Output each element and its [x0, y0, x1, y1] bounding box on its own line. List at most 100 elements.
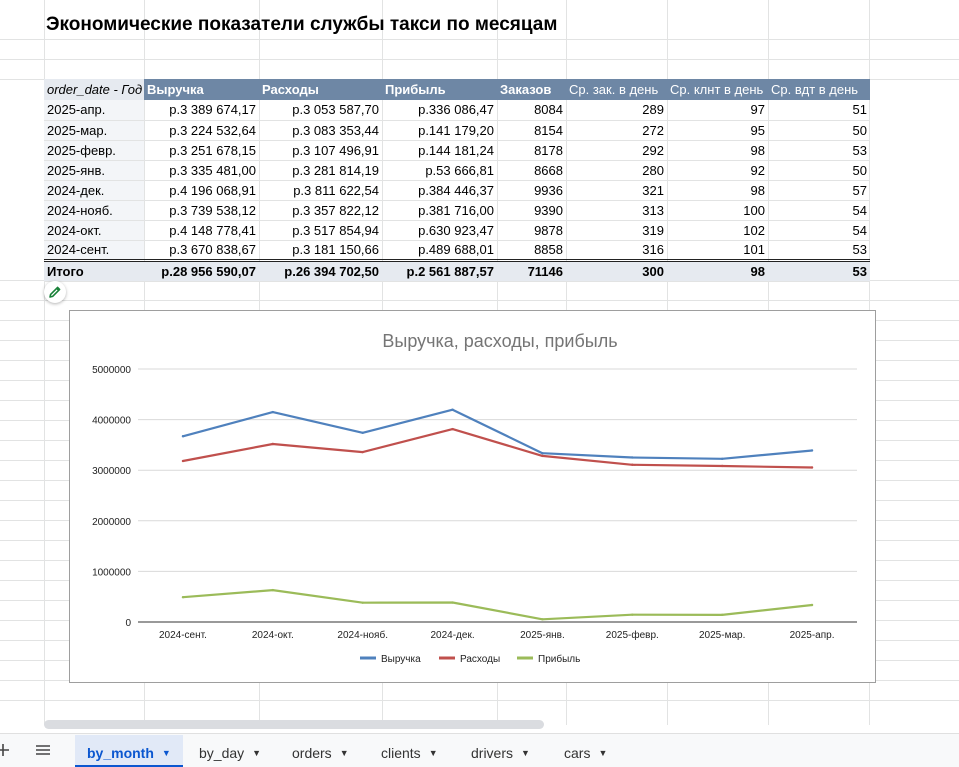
total-cell[interactable]: 71146 [497, 258, 566, 282]
total-cell[interactable]: р.26 394 702,50 [259, 258, 382, 282]
pivot-header-order-date[interactable]: order_date - Год [44, 79, 144, 100]
data-point[interactable] [810, 603, 814, 607]
table-cell[interactable]: 321 [566, 180, 667, 201]
pivot-edit-button[interactable] [44, 281, 66, 303]
table-cell[interactable]: 9390 [497, 200, 566, 221]
tab-clients[interactable]: clients ▼ [369, 735, 450, 767]
row-label[interactable]: 2025-апр. [44, 100, 144, 121]
table-cell[interactable]: 98 [667, 140, 768, 161]
data-point[interactable] [451, 408, 454, 411]
table-cell[interactable]: р.4 148 778,41 [144, 220, 259, 241]
table-cell[interactable]: р.3 517 854,94 [259, 220, 382, 241]
tab-by-month[interactable]: by_month ▼ [75, 735, 183, 767]
pivot-header-avg-clients[interactable]: Ср. клнт в день [667, 79, 768, 100]
table-cell[interactable]: 292 [566, 140, 667, 161]
table-cell[interactable]: 53 [768, 240, 870, 261]
table-cell[interactable]: 102 [667, 220, 768, 241]
total-cell[interactable]: 300 [566, 258, 667, 282]
row-label[interactable]: 2024-сент. [44, 240, 144, 261]
table-cell[interactable]: р.3 389 674,17 [144, 100, 259, 121]
table-cell[interactable]: 50 [768, 160, 870, 181]
table-cell[interactable]: р.3 053 587,70 [259, 100, 382, 121]
table-cell[interactable]: р.3 739 538,12 [144, 200, 259, 221]
series-line-Выручка[interactable] [182, 408, 813, 460]
data-point[interactable] [361, 601, 364, 604]
table-cell[interactable]: 9878 [497, 220, 566, 241]
sheet-title[interactable]: Экономические показатели службы такси по… [46, 14, 558, 35]
table-cell[interactable]: р.141 179,20 [382, 120, 497, 141]
table-cell[interactable]: 54 [768, 200, 870, 221]
data-point[interactable] [631, 456, 634, 459]
data-point[interactable] [720, 457, 724, 461]
data-point[interactable] [181, 435, 185, 438]
table-cell[interactable]: 9936 [497, 180, 566, 201]
total-cell[interactable]: р.28 956 590,07 [144, 258, 259, 282]
table-cell[interactable]: 8154 [497, 120, 566, 141]
table-cell[interactable]: 101 [667, 240, 768, 261]
data-point[interactable] [631, 463, 634, 466]
row-label[interactable]: 2024-нояб. [44, 200, 144, 221]
table-cell[interactable]: р.384 446,37 [382, 180, 497, 201]
pivot-header-expenses[interactable]: Расходы [259, 79, 382, 100]
series-line-Расходы[interactable] [182, 427, 813, 469]
pivot-header-avg-drivers[interactable]: Ср. вдт в день [768, 79, 870, 100]
caret-down-icon[interactable]: ▼ [252, 748, 262, 758]
caret-down-icon[interactable]: ▼ [339, 748, 349, 758]
tab-drivers[interactable]: drivers ▼ [459, 735, 542, 767]
data-point[interactable] [810, 449, 814, 452]
table-cell[interactable]: 272 [566, 120, 667, 141]
table-cell[interactable]: 100 [667, 200, 768, 221]
table-cell[interactable]: 316 [566, 240, 667, 261]
tab-cars[interactable]: cars ▼ [552, 735, 619, 767]
table-cell[interactable]: р.3 251 678,15 [144, 140, 259, 161]
caret-down-icon[interactable]: ▼ [161, 748, 171, 758]
table-cell[interactable]: р.144 181,24 [382, 140, 497, 161]
table-cell[interactable]: р.3 670 838,67 [144, 240, 259, 261]
data-point[interactable] [451, 601, 454, 604]
table-cell[interactable]: р.4 196 068,91 [144, 180, 259, 201]
data-point[interactable] [361, 450, 364, 454]
table-cell[interactable]: р.3 181 150,66 [259, 240, 382, 261]
table-cell[interactable]: 98 [667, 180, 768, 201]
table-cell[interactable]: р.3 335 481,00 [144, 160, 259, 181]
all-sheets-button[interactable] [33, 740, 53, 762]
table-cell[interactable]: 51 [768, 100, 870, 121]
data-point[interactable] [720, 613, 724, 617]
table-cell[interactable]: 97 [667, 100, 768, 121]
data-point[interactable] [810, 466, 814, 469]
pivot-header-profit[interactable]: Прибыль [382, 79, 497, 100]
row-label[interactable]: 2025-мар. [44, 120, 144, 141]
data-point[interactable] [541, 454, 544, 458]
series-line-Прибыль[interactable] [182, 589, 813, 621]
table-cell[interactable]: р.489 688,01 [382, 240, 497, 261]
table-cell[interactable]: р.630 923,47 [382, 220, 497, 241]
table-cell[interactable]: 92 [667, 160, 768, 181]
data-point[interactable] [631, 613, 634, 616]
caret-down-icon[interactable]: ▼ [598, 748, 608, 758]
data-point[interactable] [181, 459, 185, 463]
data-point[interactable] [271, 410, 275, 414]
horizontal-scrollbar[interactable] [44, 720, 544, 729]
caret-down-icon[interactable]: ▼ [521, 748, 530, 758]
pivot-header-revenue[interactable]: Выручка [144, 79, 259, 100]
table-cell[interactable]: р.3 083 353,44 [259, 120, 382, 141]
table-cell[interactable]: р.3 281 814,19 [259, 160, 382, 181]
data-point[interactable] [541, 452, 544, 455]
table-cell[interactable]: р.53 666,81 [382, 160, 497, 181]
data-point[interactable] [271, 588, 275, 592]
table-cell[interactable]: 8084 [497, 100, 566, 121]
tab-by-day[interactable]: by_day ▼ [187, 735, 273, 767]
table-cell[interactable]: 53 [768, 140, 870, 161]
table-cell[interactable]: 8858 [497, 240, 566, 261]
table-cell[interactable]: р.3 357 822,12 [259, 200, 382, 221]
pivot-table[interactable]: order_date - Год Выручка Расходы Прибыль… [44, 79, 870, 282]
total-cell[interactable]: 53 [768, 258, 870, 282]
add-sheet-button[interactable] [0, 740, 12, 762]
table-cell[interactable]: 289 [566, 100, 667, 121]
total-cell[interactable]: 98 [667, 258, 768, 282]
table-cell[interactable]: 313 [566, 200, 667, 221]
data-point[interactable] [181, 596, 185, 599]
data-point[interactable] [541, 618, 544, 621]
table-cell[interactable]: 95 [667, 120, 768, 141]
table-cell[interactable]: р.336 086,47 [382, 100, 497, 121]
